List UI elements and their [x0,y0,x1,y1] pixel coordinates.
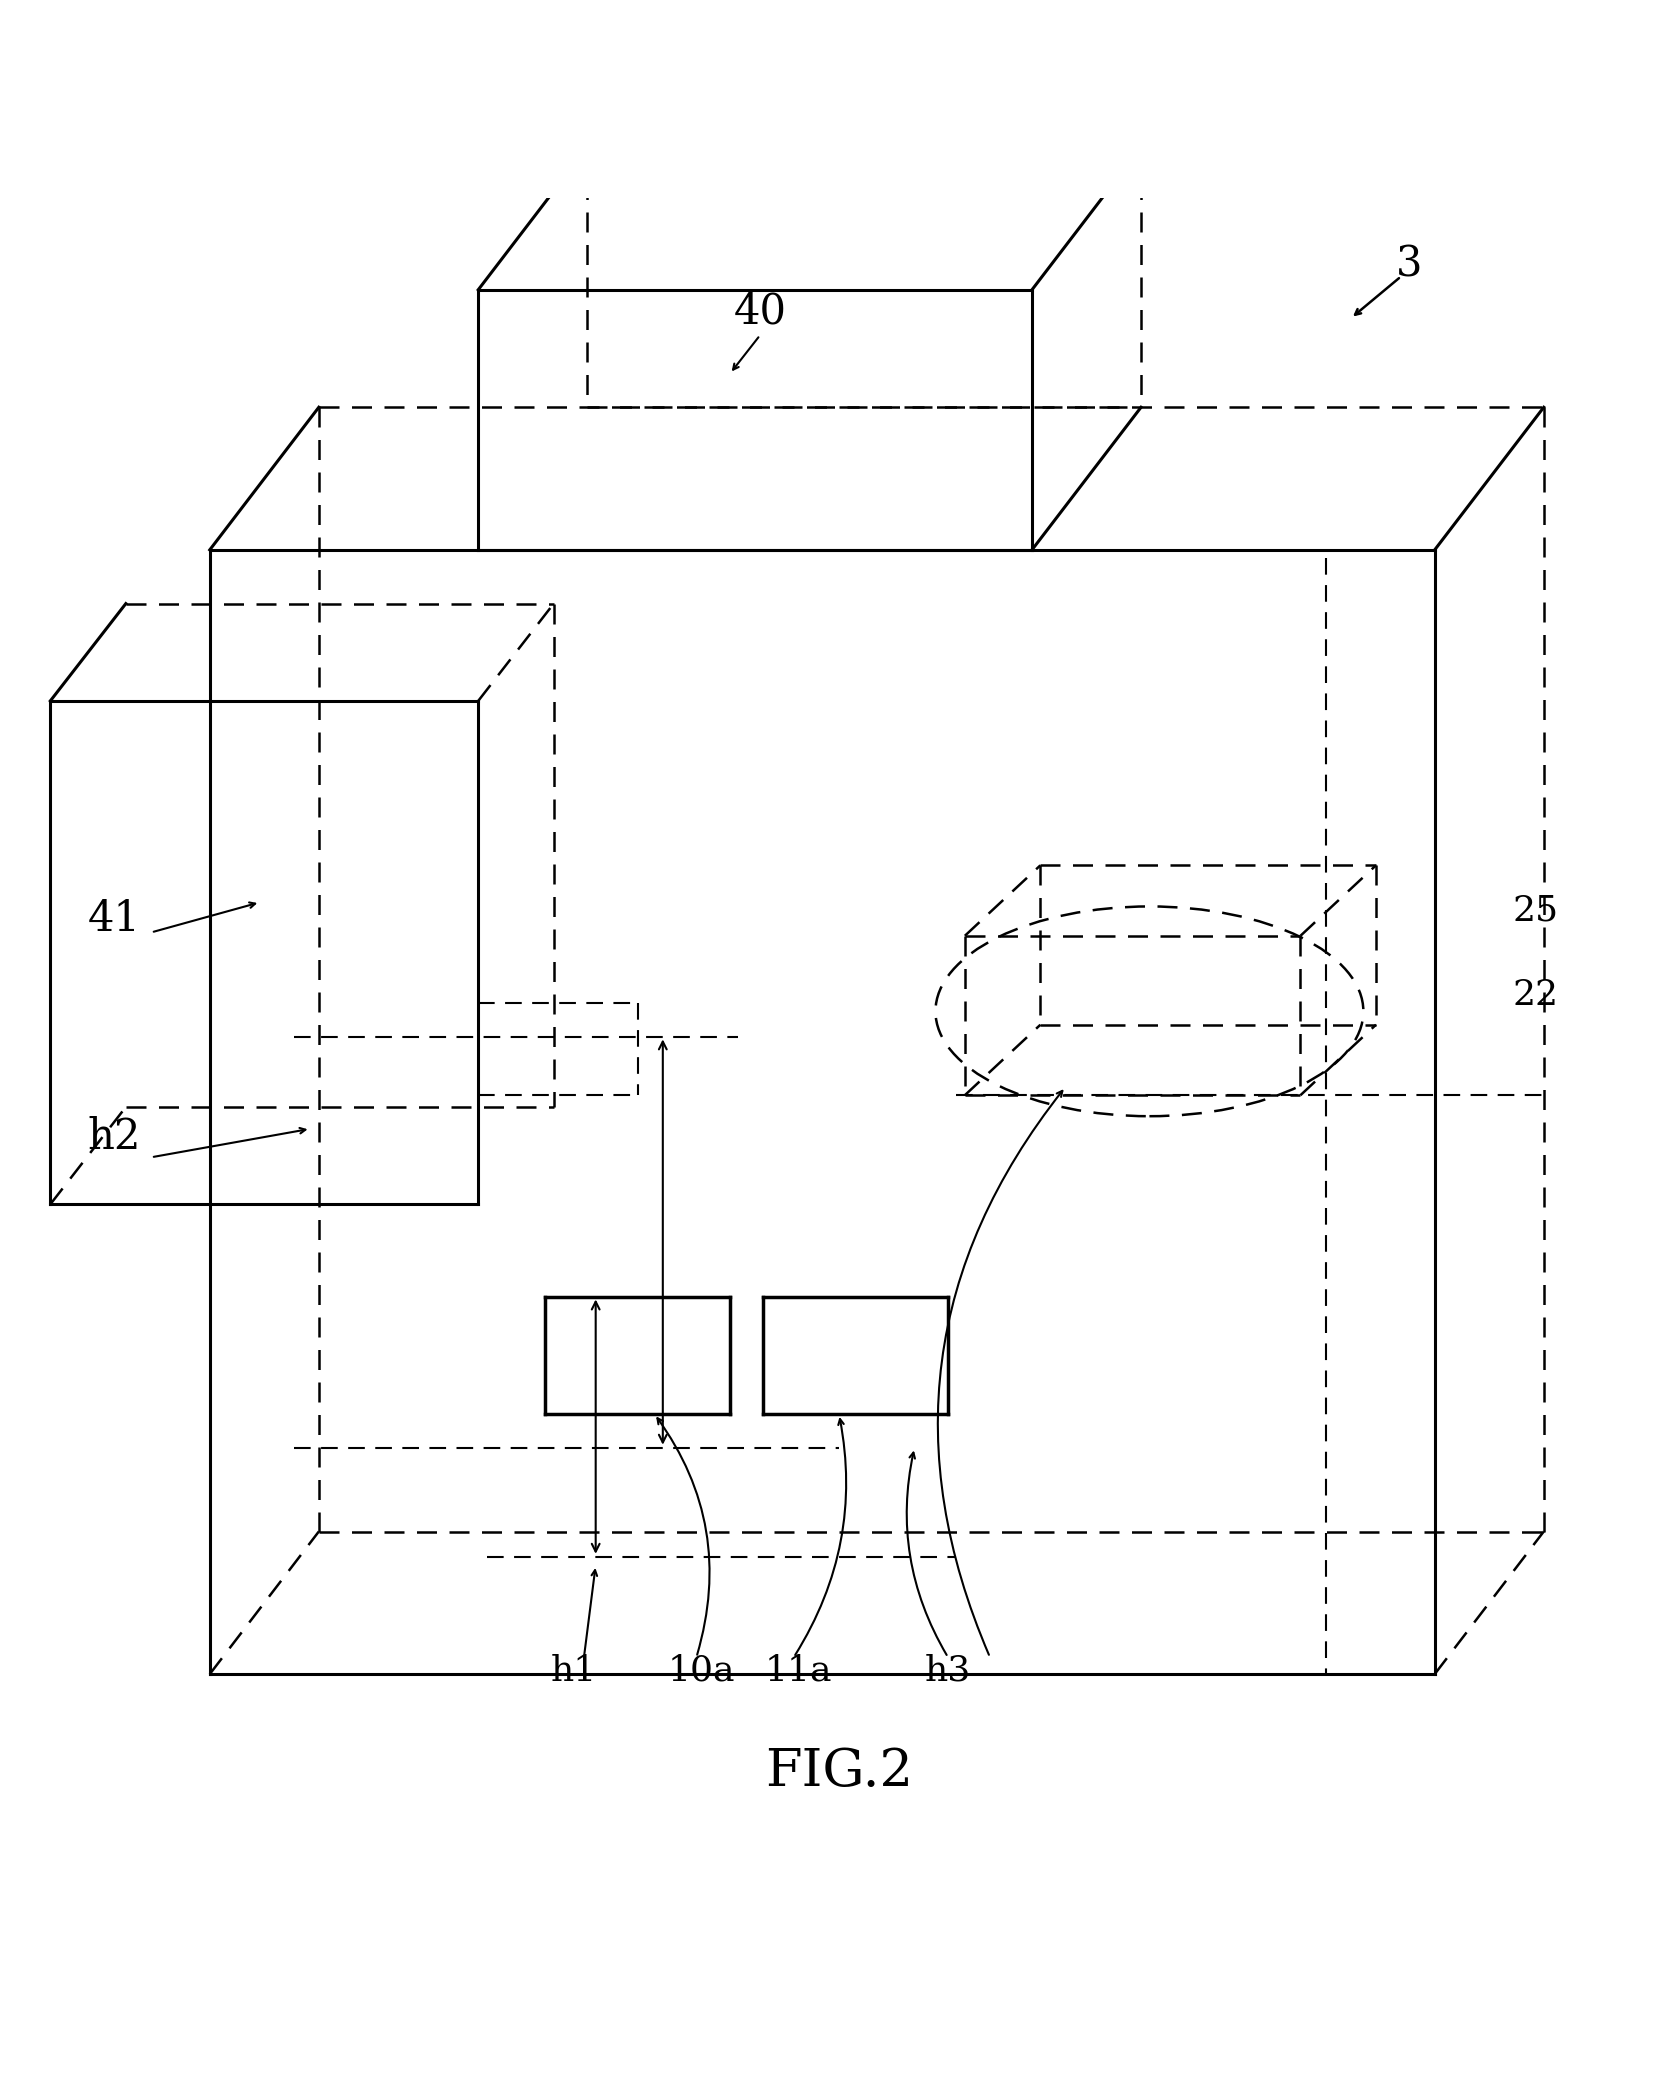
Text: 3: 3 [1396,245,1423,286]
Text: h1: h1 [550,1654,597,1687]
Text: h3: h3 [925,1654,972,1687]
Text: 10a: 10a [668,1654,735,1687]
Text: 25: 25 [1512,893,1559,927]
Text: 41: 41 [87,898,141,939]
Text: 40: 40 [733,290,787,332]
Text: 22: 22 [1512,978,1559,1012]
Text: FIG.2: FIG.2 [765,1745,913,1797]
Text: h2: h2 [87,1115,141,1159]
Text: 11a: 11a [765,1654,832,1687]
